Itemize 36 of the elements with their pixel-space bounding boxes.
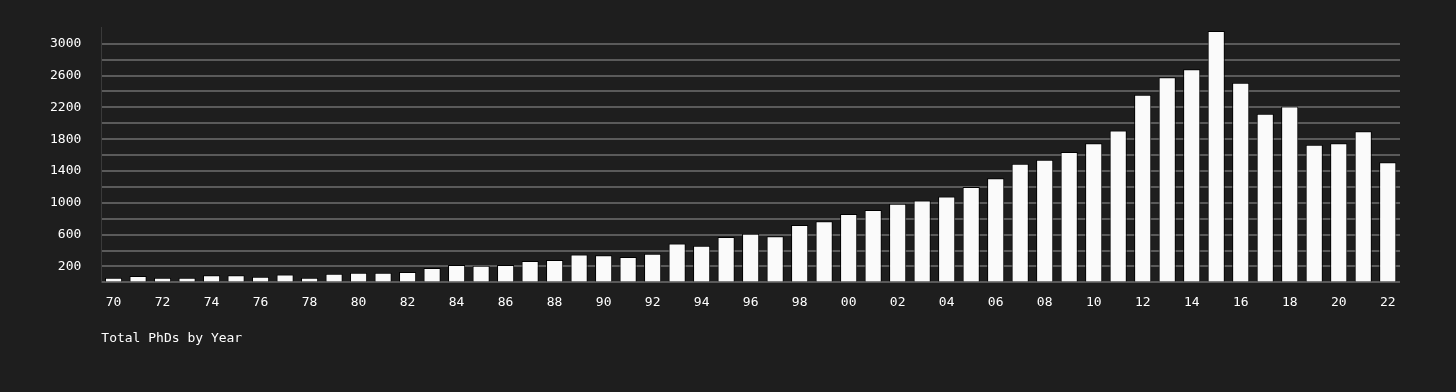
x-tick-label: 92 — [644, 293, 661, 309]
y-tick-label: 1800 — [49, 130, 82, 146]
x-tick-label: 08 — [1036, 293, 1053, 309]
x-tick-label: 20 — [1330, 293, 1347, 309]
x-tick-label: 84 — [448, 293, 465, 309]
x-tick-label: 04 — [938, 293, 955, 309]
x-tick-label: 80 — [350, 293, 367, 309]
x-tick-label: 10 — [1085, 293, 1102, 309]
y-tick-label: 1400 — [49, 162, 82, 178]
text: Total PhDs by Year — [101, 329, 243, 345]
y-tick-label: 600 — [57, 226, 82, 242]
x-tick-label: 98 — [791, 293, 808, 309]
x-tick-label: 74 — [203, 293, 220, 309]
x-tick-label: 90 — [595, 293, 612, 309]
x-tick-label: 18 — [1281, 293, 1298, 309]
x-tick-label: 78 — [301, 293, 318, 309]
x-tick-label: 22 — [1379, 293, 1396, 309]
x-tick-label: 94 — [693, 293, 710, 309]
x-tick-label: 82 — [399, 293, 416, 309]
x-tick-label: 00 — [840, 293, 857, 309]
y-tick-label: 1000 — [49, 194, 82, 210]
x-tick-label: 88 — [546, 293, 563, 309]
x-tick-label: 16 — [1232, 293, 1249, 309]
x-tick-label: 14 — [1183, 293, 1200, 309]
y-tick-label: 2600 — [49, 66, 82, 82]
y-tick-label: 3000 — [49, 35, 82, 51]
x-tick-label: 02 — [889, 293, 906, 309]
y-tick-label: 200 — [57, 257, 82, 273]
x-tick-label: 96 — [742, 293, 759, 309]
y-tick-label: 2200 — [49, 98, 82, 114]
x-tick-label: 12 — [1134, 293, 1151, 309]
x-tick-label: 86 — [497, 293, 514, 309]
x-tick-label: 76 — [252, 293, 269, 309]
x-tick-label: 72 — [154, 293, 171, 309]
x-tick-label: 70 — [105, 293, 122, 309]
x-tick-label: 06 — [987, 293, 1004, 309]
